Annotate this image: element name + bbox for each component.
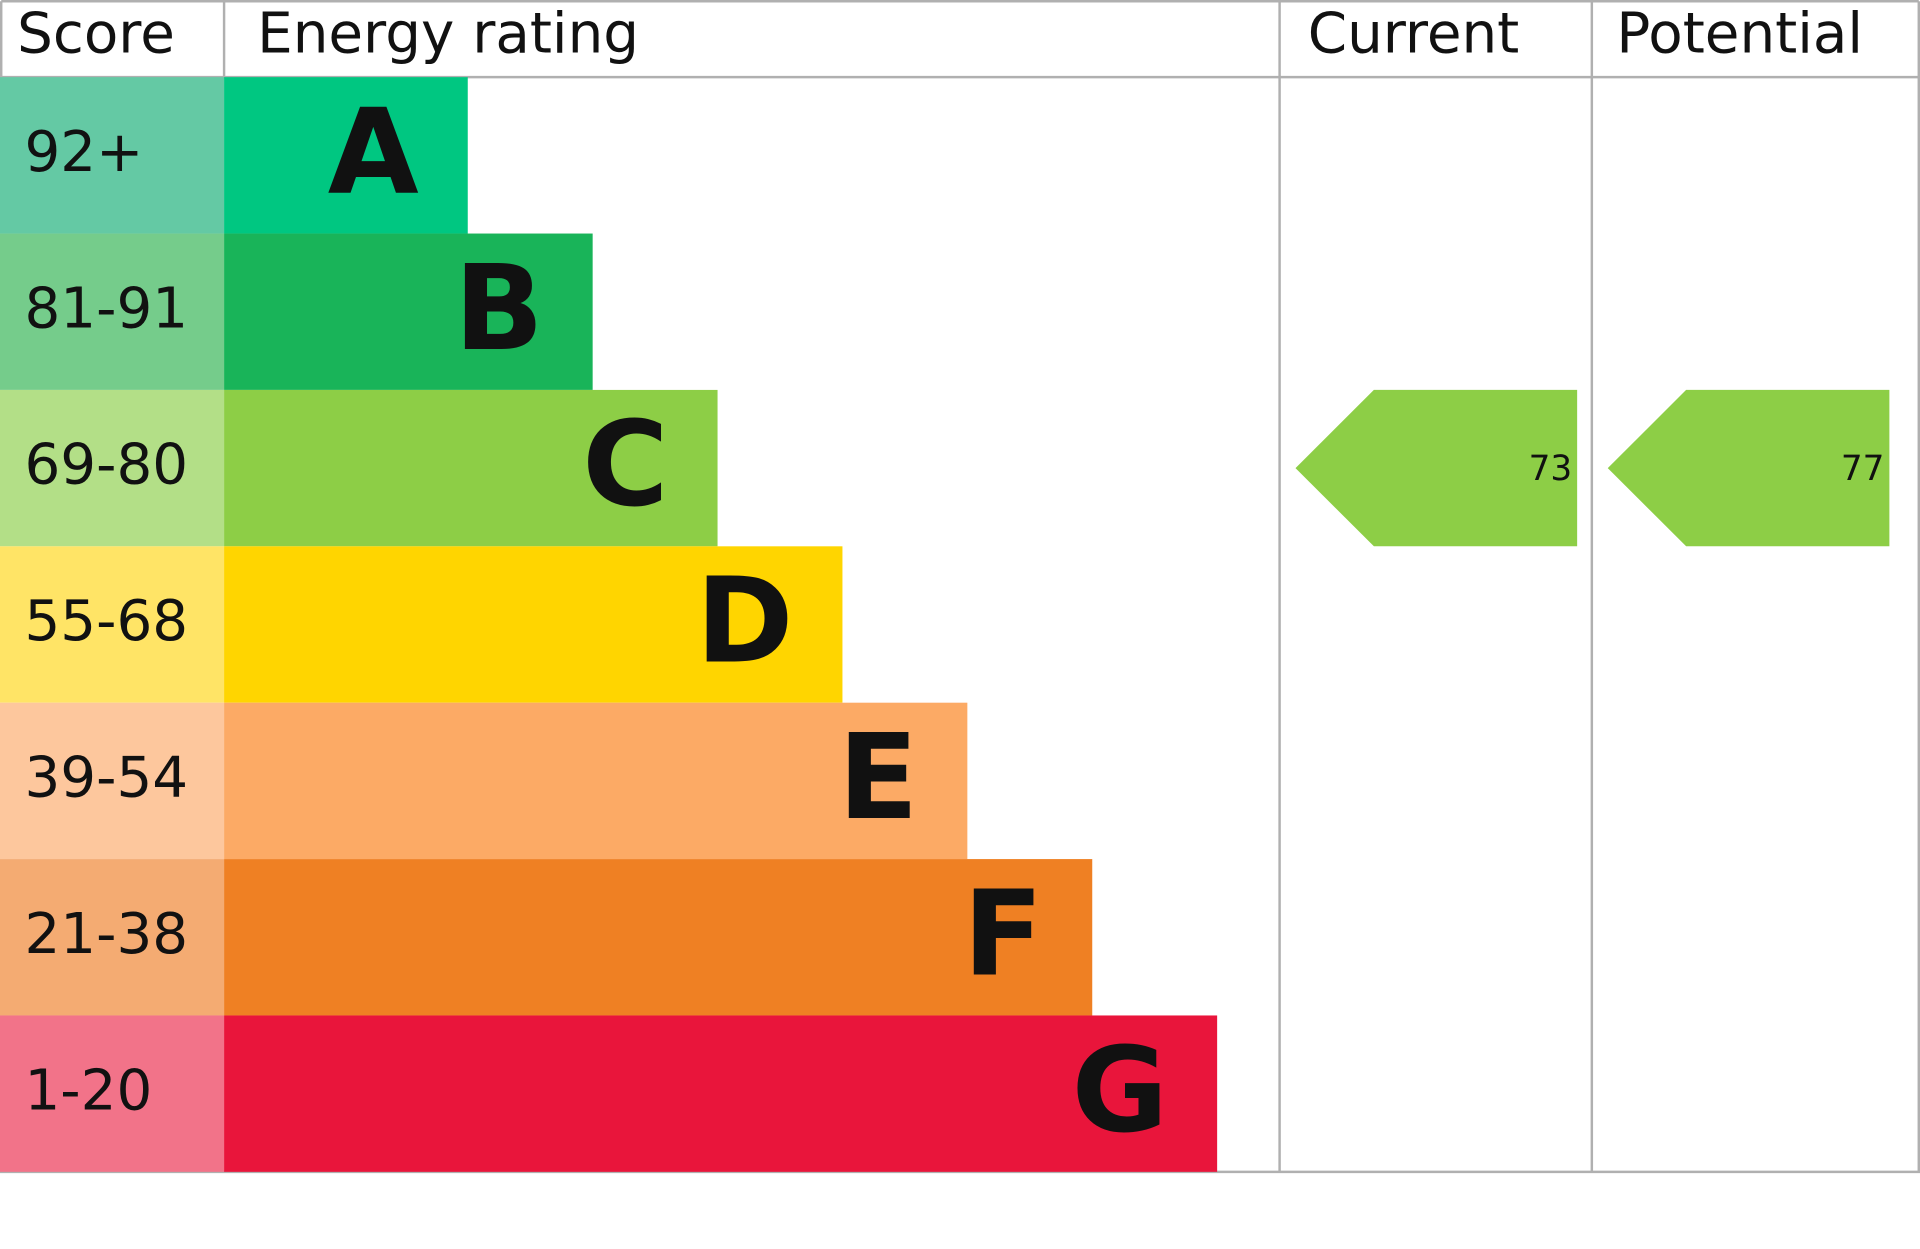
rating-letter: B [454,240,544,377]
potential-header: Potential [1616,1,1863,66]
rating-letter: D [696,553,794,690]
score-cell [0,233,225,390]
score-range: 55-68 [24,589,188,654]
rating-letter: F [963,865,1043,1002]
rating-bar [224,77,468,234]
score-cell [0,546,225,703]
rating-bar [224,1015,1218,1172]
rating-letter: A [328,83,419,220]
rating-bar [224,859,1093,1016]
current-value: 73 [1529,449,1573,489]
score-range: 81-91 [24,276,188,341]
score-cell [0,77,225,234]
current-arrow [1295,389,1578,547]
score-cell [0,389,225,547]
score-cell [0,1015,225,1172]
rating-bar [224,389,718,547]
rating-letter: E [838,709,918,846]
score-range: 39-54 [24,746,188,811]
score-range: 1-20 [24,1058,152,1123]
potential-value: 77 [1841,449,1885,489]
rating-letter: G [1072,1022,1168,1159]
rating-bar [224,233,593,390]
score-range: 69-80 [24,433,188,498]
current-header: Current [1308,1,1520,66]
score-range: 21-38 [24,902,188,967]
score-header: Score [17,1,175,66]
potential-arrow [1607,389,1890,547]
score-cell [0,859,225,1016]
rating-bar [224,702,968,860]
rating-letter: C [582,396,668,533]
score-cell [0,702,225,860]
score-range: 92+ [24,120,143,185]
rating-header: Energy rating [257,1,639,66]
rating-bar [224,546,843,703]
